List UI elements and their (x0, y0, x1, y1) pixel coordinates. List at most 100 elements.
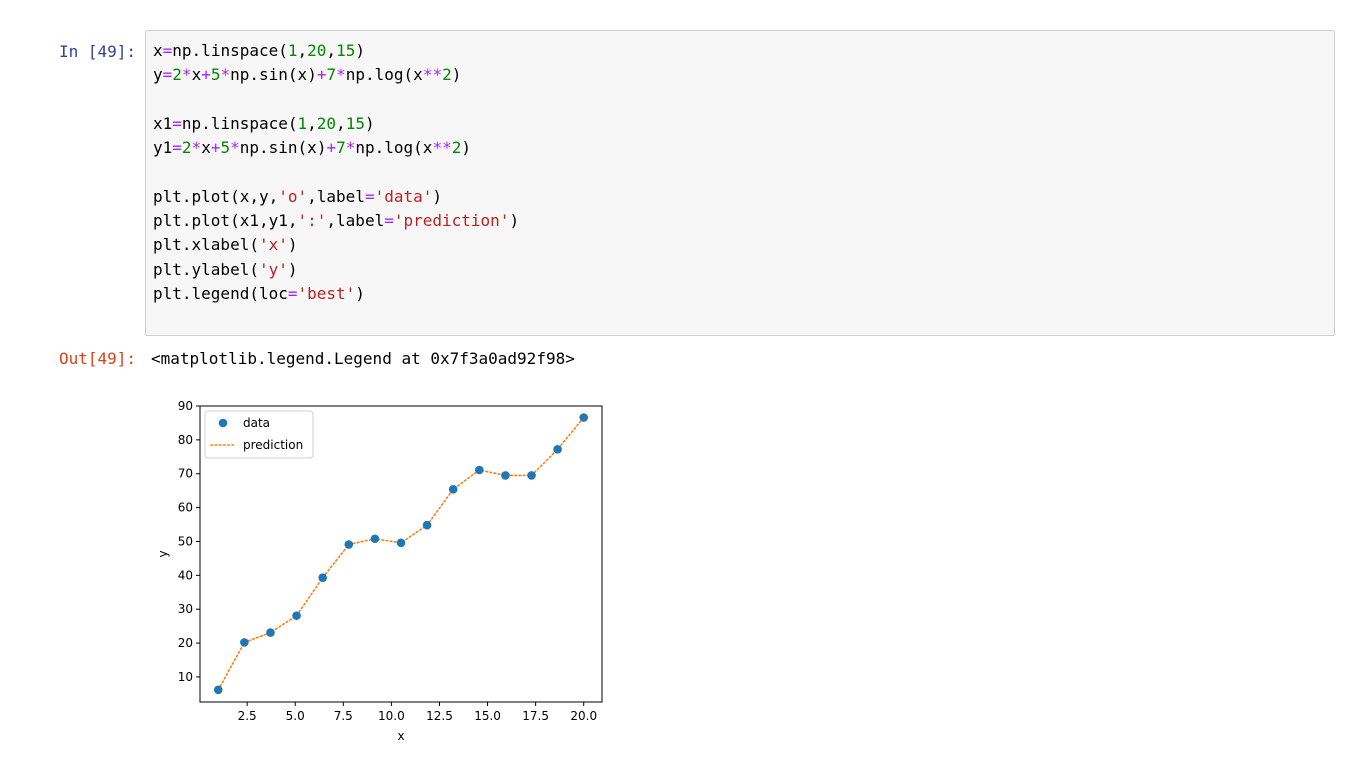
code-token: 'data' (374, 186, 433, 206)
code-token: np.linspace( (172, 41, 288, 60)
code-token: 7 (326, 65, 337, 85)
code-token: plt.plot(x1,y1, (153, 211, 298, 231)
code-token: np.log(x (355, 138, 433, 158)
code-token: + (210, 138, 221, 158)
code-token: = (172, 113, 182, 133)
code-line: y=2*x+5*np.sin(x)+7*np.log(x**2) (153, 63, 519, 87)
code-line (153, 160, 519, 184)
y-tick-label: 50 (178, 534, 193, 548)
code-token: 1 (287, 41, 298, 60)
code-token: ) (432, 186, 443, 206)
code-token: np.log(x (345, 65, 423, 85)
code-token: 'prediction' (393, 211, 510, 231)
code-token: , (307, 113, 317, 133)
code-token: np.sin(x) (230, 65, 317, 85)
code-token: 2 (451, 138, 462, 158)
output-chart: 2.5 5.0 7.5 10.0 12.5 15.0 17.5 20.0 10 20 30 40 50 6… (156, 399, 603, 743)
y-tick-label: 10 (178, 670, 193, 684)
code-token: 'best' (297, 283, 356, 303)
code-token: plt.xlabel( (153, 235, 259, 255)
x-tick-label: 17.5 (522, 709, 549, 723)
code-token: ) (461, 138, 471, 158)
code-line: x1=np.linspace(1,20,15) (153, 112, 519, 136)
code-token: 2 (172, 65, 182, 85)
x-axis-label: x (397, 729, 404, 743)
code-token: ** (422, 65, 443, 85)
code-token: * (345, 138, 356, 158)
code-token: y (153, 65, 163, 85)
data-point (396, 538, 406, 548)
y-tick-label: 80 (178, 433, 193, 447)
code-token: = (162, 65, 173, 85)
data-point (240, 638, 249, 647)
code-cell[interactable]: x=np.linspace(1,20,15) y=2*x+5*np.sin(x)+… (145, 30, 1335, 336)
code-line: plt.legend(loc='best') (153, 282, 519, 306)
code-token: 5 (210, 65, 221, 85)
data-point (579, 413, 589, 422)
code-line: plt.plot(x1,y1,':',label='prediction') (153, 209, 519, 233)
code-token: + (201, 65, 211, 85)
x-tick-label: 7.5 (334, 709, 353, 723)
legend-box (204, 410, 314, 459)
code-token: = (172, 138, 182, 158)
legend-data-marker (218, 418, 228, 428)
output-prompt: Out[49]: (58, 349, 136, 368)
code-line: plt.xlabel('x') (153, 233, 519, 257)
code-token: = (364, 186, 375, 206)
y-tick-label: 90 (178, 399, 193, 413)
code-editor[interactable]: x=np.linspace(1,20,15) y=2*x+5*np.sin(x)+… (153, 39, 519, 306)
y-axis-label: y (156, 550, 170, 557)
code-token: ) (287, 259, 298, 279)
data-point (475, 465, 484, 475)
data-point (213, 685, 223, 695)
code-token: = (162, 41, 173, 60)
code-token: , (336, 113, 346, 133)
y-tick-label: 20 (178, 636, 193, 650)
x-tick-label: 12.5 (426, 709, 453, 723)
code-token: y1 (153, 138, 173, 158)
y-tick-label: 30 (178, 602, 193, 616)
code-token: 2 (181, 138, 192, 158)
code-token: = (287, 283, 298, 303)
code-token: + (326, 138, 337, 158)
x-tick-label: 2.5 (238, 709, 257, 723)
data-point (448, 485, 458, 494)
data-point (370, 534, 380, 544)
code-token: ) (355, 41, 365, 60)
code-token: ) (287, 235, 298, 255)
code-token: 2 (442, 65, 452, 85)
code-token: * (220, 65, 231, 85)
code-token: x1 (153, 113, 173, 133)
code-line: plt.plot(x,y,'o',label='data') (153, 185, 519, 209)
code-token: np.linspace( (181, 113, 298, 133)
code-line: x=np.linspace(1,20,15) (153, 39, 519, 63)
code-token: 15 (336, 41, 356, 60)
data-point (527, 471, 536, 480)
legend-label-data: data (243, 416, 270, 430)
code-token: * (230, 138, 240, 158)
data-point (501, 471, 510, 480)
code-token: ,label (307, 186, 365, 206)
x-tick-label: 10.0 (378, 709, 405, 723)
code-token: 'o' (278, 186, 308, 206)
y-tick-label: 40 (178, 568, 193, 582)
code-token: ) (509, 211, 520, 231)
code-token: 15 (345, 113, 365, 133)
code-token: ,label (326, 211, 385, 231)
code-token: 1 (297, 113, 308, 133)
code-token: np.sin(x) (239, 138, 327, 158)
code-token: x (201, 138, 211, 158)
code-token: 20 (307, 41, 327, 60)
code-token: 20 (316, 113, 337, 133)
data-point (266, 628, 275, 637)
data-point (344, 540, 354, 549)
prediction-line (217, 416, 585, 691)
data-point (318, 573, 327, 583)
code-token: 'x' (258, 235, 288, 255)
code-token: 7 (336, 138, 346, 158)
code-token: ) (451, 65, 462, 85)
code-token: plt.plot(x,y, (153, 186, 279, 206)
x-tick-label: 5.0 (286, 709, 305, 723)
code-token: 'y' (258, 259, 288, 279)
code-token: 5 (220, 138, 231, 158)
